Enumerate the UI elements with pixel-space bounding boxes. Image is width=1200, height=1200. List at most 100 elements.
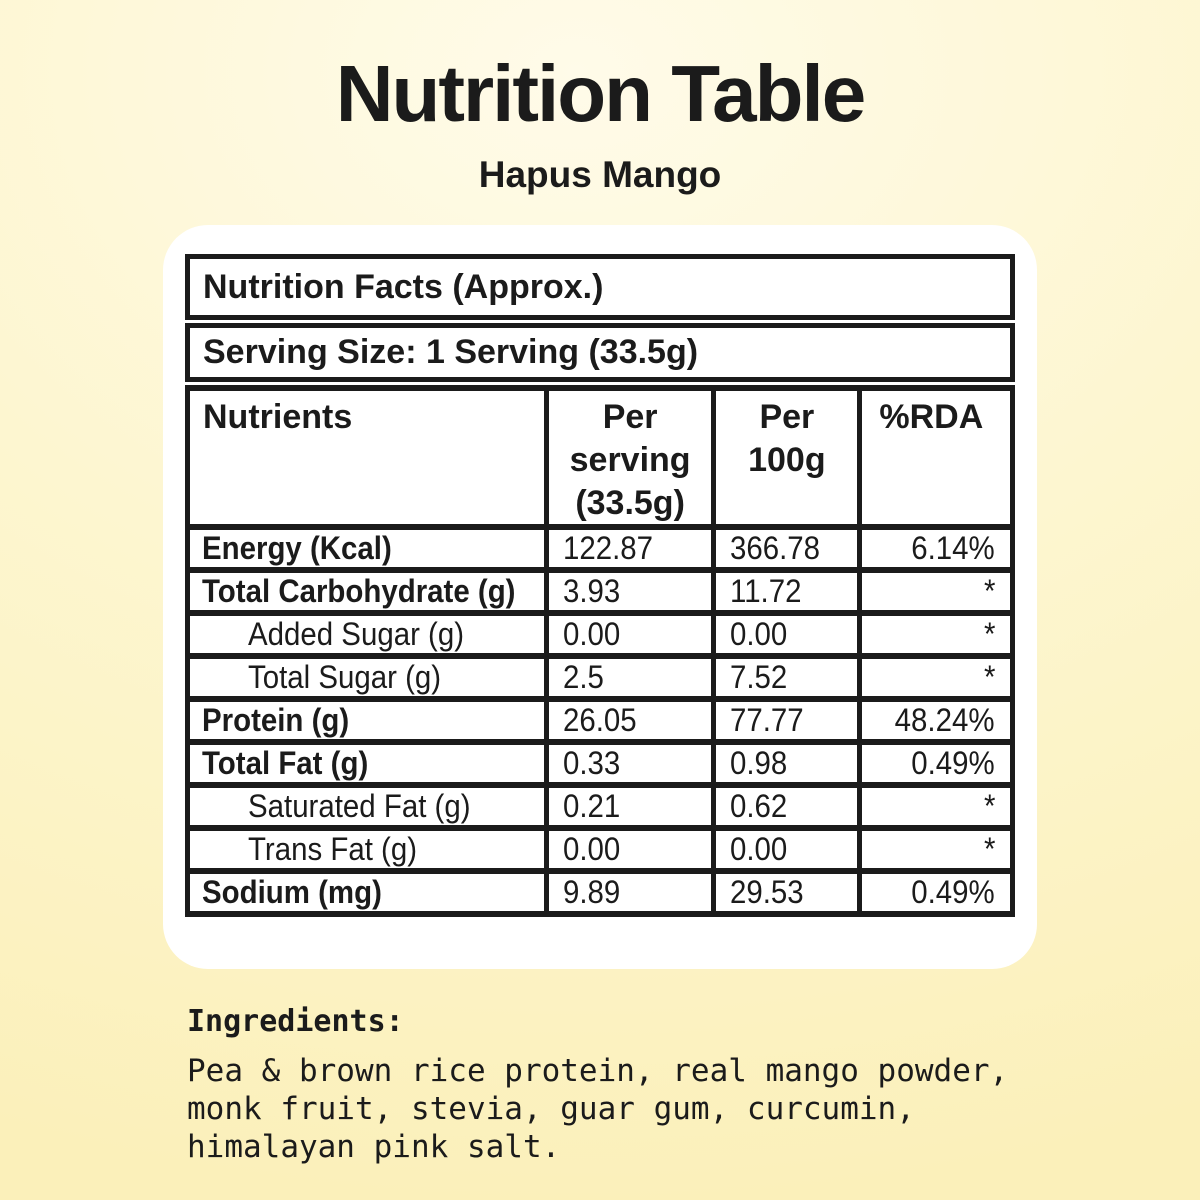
nutrient-label-cell: Saturated Fat (g) (185, 782, 549, 832)
per-100g-value: 29.53 (730, 874, 805, 911)
per-100g-value: 7.52 (730, 659, 788, 696)
per-serving-cell: 9.89 (543, 868, 717, 918)
per-100g-value: 0.00 (730, 831, 788, 868)
per-serving-cell: 3.93 (543, 567, 717, 617)
ingredients-line: monk fruit, stevia, guar gum, curcumin, (187, 1091, 915, 1127)
page-title: Nutrition Table (335, 49, 866, 138)
table-row: Sodium (mg) 9.89 29.53 0.49% (185, 868, 1015, 918)
facts-header-box: Nutrition Facts (Approx.) (185, 254, 1015, 320)
nutrient-label: Sodium (mg) (202, 874, 382, 911)
per-100g-cell: 0.00 (711, 825, 863, 875)
rda-value: * (983, 573, 995, 610)
nutrient-label: Total Sugar (g) (248, 659, 442, 696)
nutrient-label-cell: Total Fat (g) (185, 739, 549, 789)
nutrient-label-cell: Trans Fat (g) (185, 825, 549, 875)
rda-value: * (983, 831, 995, 868)
table-row: Total Carbohydrate (g) 3.93 11.72 * (185, 567, 1015, 617)
nutrient-label: Total Carbohydrate (g) (202, 573, 516, 610)
per-serving-value: 9.89 (562, 874, 621, 911)
column-header-per-serving: Per serving (33.5g) (543, 384, 717, 531)
per-serving-cell: 0.00 (543, 825, 717, 875)
per-serving-value: 0.21 (562, 788, 621, 825)
per-100g-cell: 0.00 (711, 610, 863, 660)
per-serving-cell: 0.21 (543, 782, 717, 832)
nutrition-card: Nutrition Facts (Approx.) Serving Size: … (163, 225, 1037, 969)
nutrient-label-cell: Total Carbohydrate (g) (185, 567, 549, 617)
rda-value: 0.49% (911, 745, 995, 782)
per-serving-value: 0.33 (562, 745, 621, 782)
ingredients-line: Pea & brown rice protein, real mango pow… (187, 1053, 1009, 1089)
nutrient-label: Added Sugar (g) (248, 616, 465, 653)
rda-cell: * (857, 567, 1015, 617)
per-100g-cell: 29.53 (711, 868, 863, 918)
column-header-per-100g: Per 100g (711, 384, 863, 531)
serving-size-box: Serving Size: 1 Serving (33.5g) (185, 323, 1015, 382)
nutrient-label: Trans Fat (g) (248, 831, 418, 868)
nutrient-label-cell: Energy (Kcal) (185, 524, 549, 574)
nutrition-table-body: Energy (Kcal) 122.87 366.78 6.14% Total … (185, 524, 1015, 918)
per-serving-value: 26.05 (562, 702, 637, 739)
nutrient-label: Protein (g) (202, 702, 350, 739)
per-100g-cell: 0.62 (711, 782, 863, 832)
column-header-rda: %RDA (857, 384, 1015, 531)
per-serving-cell: 0.33 (543, 739, 717, 789)
nutrient-label: Energy (Kcal) (202, 530, 392, 567)
per-serving-cell: 122.87 (543, 524, 717, 574)
facts-header-text: Nutrition Facts (Approx.) (203, 267, 604, 306)
rda-cell: * (857, 653, 1015, 703)
per-serving-value: 0.00 (562, 616, 621, 653)
rda-cell: 0.49% (857, 739, 1015, 789)
table-row: Total Fat (g) 0.33 0.98 0.49% (185, 739, 1015, 789)
ingredients-line: himalayan pink salt. (187, 1129, 561, 1165)
rda-cell: 0.49% (857, 868, 1015, 918)
table-row: Trans Fat (g) 0.00 0.00 * (185, 825, 1015, 875)
serving-size-text: Serving Size: 1 Serving (33.5g) (203, 333, 699, 371)
per-100g-value: 11.72 (730, 573, 802, 610)
column-header-row: Nutrients Per serving (33.5g) Per 100g %… (185, 384, 1015, 531)
rda-cell: * (857, 782, 1015, 832)
ingredients-section: Ingredients: Pea & brown rice protein, r… (187, 1004, 1147, 1166)
nutrient-label-cell: Sodium (mg) (185, 868, 549, 918)
nutrient-label-cell: Protein (g) (185, 696, 549, 746)
per-100g-value: 0.98 (730, 745, 788, 782)
rda-value: 0.49% (911, 874, 995, 911)
per-serving-value: 122.87 (562, 530, 653, 567)
ingredients-heading: Ingredients: (187, 1004, 404, 1039)
table-row: Protein (g) 26.05 77.77 48.24% (185, 696, 1015, 746)
per-100g-value: 366.78 (730, 530, 821, 567)
column-header-nutrients: Nutrients (185, 384, 549, 531)
table-row: Saturated Fat (g) 0.21 0.62 * (185, 782, 1015, 832)
per-serving-value: 0.00 (562, 831, 621, 868)
ingredients-text: Pea & brown rice protein, real mango pow… (187, 1052, 1147, 1166)
per-serving-cell: 26.05 (543, 696, 717, 746)
table-row: Energy (Kcal) 122.87 366.78 6.14% (185, 524, 1015, 574)
nutrition-table: Nutrients Per serving (33.5g) Per 100g %… (185, 384, 1015, 918)
rda-cell: 48.24% (857, 696, 1015, 746)
nutrient-label-cell: Total Sugar (g) (185, 653, 549, 703)
per-100g-value: 77.77 (730, 702, 805, 739)
per-100g-value: 0.62 (730, 788, 788, 825)
page-subtitle: Hapus Mango (478, 154, 722, 195)
nutrient-label: Saturated Fat (g) (248, 788, 471, 825)
rda-value: * (983, 659, 995, 696)
per-serving-value: 2.5 (562, 659, 604, 696)
rda-value: 6.14% (911, 530, 995, 567)
rda-value: * (983, 788, 995, 825)
table-row: Added Sugar (g) 0.00 0.00 * (185, 610, 1015, 660)
per-serving-cell: 0.00 (543, 610, 717, 660)
per-100g-cell: 77.77 (711, 696, 863, 746)
nutrient-label: Total Fat (g) (202, 745, 369, 782)
nutrient-label-cell: Added Sugar (g) (185, 610, 549, 660)
rda-cell: * (857, 825, 1015, 875)
per-100g-value: 0.00 (730, 616, 788, 653)
per-100g-cell: 366.78 (711, 524, 863, 574)
per-100g-cell: 7.52 (711, 653, 863, 703)
per-100g-cell: 0.98 (711, 739, 863, 789)
per-serving-value: 3.93 (562, 573, 621, 610)
table-row: Total Sugar (g) 2.5 7.52 * (185, 653, 1015, 703)
rda-cell: 6.14% (857, 524, 1015, 574)
rda-cell: * (857, 610, 1015, 660)
per-100g-cell: 11.72 (711, 567, 863, 617)
rda-value: 48.24% (895, 702, 995, 739)
